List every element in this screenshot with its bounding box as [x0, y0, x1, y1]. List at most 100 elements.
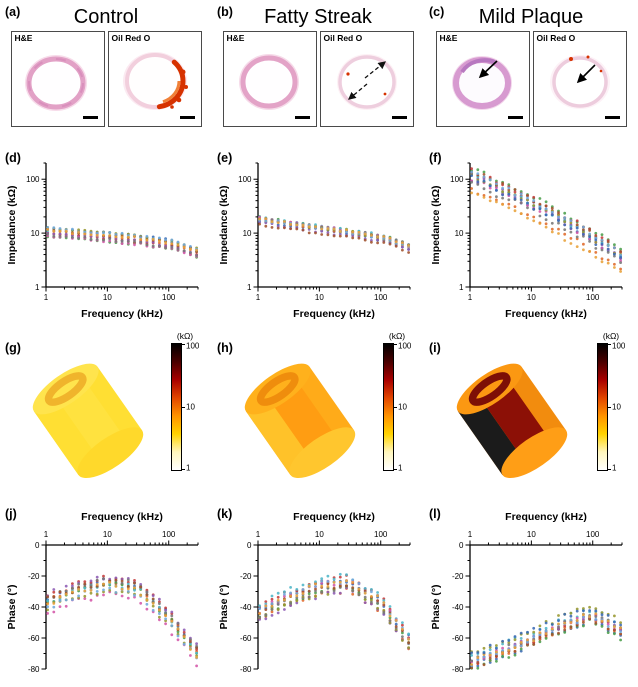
panel-i-tissue-map: (i) (kΩ) 100 10 1 — [424, 327, 638, 507]
colorbar: (kΩ) 100 10 1 — [168, 331, 202, 473]
panel-label-k: (k) — [217, 507, 233, 521]
panel-l-phase: (l) 1 10 100 0 -20 -40 -60 -80 Frequency (kHz) Ph… — [424, 507, 638, 685]
lipid-spot — [383, 92, 386, 96]
stain-label-oro: Oil Red O — [536, 33, 576, 43]
panel-j-phase: (j) 1 10 100 0 -20 -40 -60 -80 Frequency (kHz) Ph… — [0, 507, 212, 685]
panel-h-tissue-map: (h) (kΩ) 100 10 1 — [212, 327, 424, 507]
svg-text:-80: -80 — [452, 665, 464, 674]
svg-text:-60: -60 — [452, 634, 464, 643]
panel-label-i: (i) — [429, 341, 441, 355]
svg-text:-40: -40 — [28, 603, 40, 612]
svg-text:10: 10 — [243, 229, 252, 238]
panel-b-histology: (b) Fatty Streak H&E Oil Red O — [212, 5, 424, 151]
svg-text:100: 100 — [586, 530, 600, 539]
svg-text:10: 10 — [315, 293, 324, 302]
colorbar-tickmark — [394, 469, 397, 470]
colorbar-gradient — [597, 343, 608, 471]
phase-plot-control: 1 10 100 0 -20 -40 -60 -80 Frequency (kHz) Phase … — [4, 509, 206, 677]
impedance-map-3d-control — [32, 363, 144, 479]
artery-ring — [337, 55, 396, 109]
he-image-fatty-streak: H&E — [222, 31, 317, 127]
cylinder-segment — [457, 396, 524, 475]
panel-label-j: (j) — [5, 507, 17, 521]
svg-text:1: 1 — [35, 283, 40, 292]
panel-a-histology: (a) Control H&E Oil Red O — [0, 5, 212, 151]
svg-text:Frequency (kHz): Frequency (kHz) — [293, 308, 375, 320]
scale-bar — [294, 116, 310, 119]
panel-label-e: (e) — [217, 151, 233, 165]
svg-text:1: 1 — [459, 283, 464, 292]
panel-label-f: (f) — [429, 151, 442, 165]
phase-plot-fatty-streak: 1 10 100 0 -20 -40 -60 -80 Frequency (kHz) Phase … — [216, 509, 418, 677]
svg-text:100: 100 — [374, 530, 388, 539]
cylinder-lumen-ring — [44, 372, 87, 406]
colorbar: (kΩ) 100 10 1 — [594, 331, 628, 473]
svg-text:Impedance (kΩ): Impedance (kΩ) — [6, 185, 18, 264]
scale-bar — [507, 116, 523, 119]
lipid-spot — [180, 69, 185, 75]
lipid-spot — [183, 85, 188, 89]
colorbar-tickmark — [182, 407, 185, 408]
cylinder-segment — [245, 396, 312, 475]
colorbar-gradient — [171, 343, 182, 471]
panel-label-c: (c) — [429, 5, 445, 19]
dashed-arrow-icon — [347, 83, 367, 100]
impedance-plot-mild-plaque: 1 10 100 1 10 100 Frequency (kHz) Impedance (kΩ… — [428, 153, 630, 321]
he-mild-plaque-micrograph — [451, 56, 512, 110]
cylinder-segment — [33, 396, 100, 475]
lipid-stain-inner — [129, 57, 180, 105]
colorbar-tick-1: 1 — [612, 463, 617, 473]
oro-image-control: Oil Red O — [107, 31, 202, 127]
colorbar-tickmark — [394, 344, 397, 345]
stain-label-he: H&E — [439, 33, 458, 43]
histology-pair-fatty-streak: H&E Oil Red O — [212, 31, 424, 127]
oro-mild-plaque-micrograph — [549, 55, 610, 109]
he-fatty-streak-micrograph — [238, 54, 299, 110]
colorbar-tickmark — [182, 344, 185, 345]
svg-text:10: 10 — [455, 229, 464, 238]
svg-text:-80: -80 — [28, 665, 40, 674]
panel-label-h: (h) — [217, 341, 233, 355]
lipid-stain-arc — [124, 52, 185, 110]
svg-text:-20: -20 — [240, 572, 252, 581]
colorbar-tick-100: 100 — [612, 341, 626, 351]
oro-fatty-streak-micrograph — [336, 54, 397, 110]
stain-label-he: H&E — [226, 33, 245, 43]
lipid-spot — [599, 69, 602, 73]
colorbar-tick-1: 1 — [398, 463, 403, 473]
svg-text:100: 100 — [586, 293, 600, 302]
artery-ring — [551, 56, 608, 108]
cylinder-bottom-cap — [501, 427, 568, 479]
colorbar-tick-100: 100 — [398, 341, 412, 351]
panel-f-impedance: (f) 1 10 100 1 10 100 Frequency (kHz) Impedance… — [424, 151, 638, 327]
svg-text:Phase (°): Phase (°) — [430, 584, 442, 629]
he-control-micrograph — [24, 55, 87, 111]
impedance-map-3d-mild-plaque — [456, 363, 568, 479]
svg-text:Frequency (kHz): Frequency (kHz) — [81, 308, 163, 320]
colorbar: (kΩ) 100 10 1 — [380, 331, 414, 473]
svg-text:100: 100 — [162, 530, 176, 539]
colorbar-unit: (kΩ) — [176, 331, 194, 341]
panel-g-tissue-map: (g) (kΩ) 100 10 1 — [0, 327, 212, 507]
colorbar-tick-100: 100 — [186, 341, 200, 351]
svg-text:1: 1 — [44, 530, 49, 539]
cylinder-lumen-ring — [256, 372, 299, 406]
panel-label-a: (a) — [5, 5, 21, 19]
stain-label-oro: Oil Red O — [323, 33, 363, 43]
impedance-map-3d-fatty-streak — [244, 363, 356, 479]
dashed-arrow-icon — [364, 61, 386, 79]
svg-text:-40: -40 — [452, 603, 464, 612]
colorbar-unit: (kΩ) — [602, 331, 620, 341]
scale-bar — [179, 116, 195, 119]
svg-text:10: 10 — [315, 530, 324, 539]
oro-control-micrograph — [122, 52, 188, 110]
svg-text:0: 0 — [459, 541, 464, 550]
he-image-mild-plaque: H&E — [435, 31, 530, 127]
svg-text:-60: -60 — [28, 634, 40, 643]
svg-text:Phase (°): Phase (°) — [6, 584, 18, 629]
svg-text:Frequency (kHz): Frequency (kHz) — [81, 511, 163, 523]
colorbar-tick-1: 1 — [186, 463, 191, 473]
scale-bar — [82, 116, 98, 119]
impedance-plot-fatty-streak: 1 10 100 1 10 100 Frequency (kHz) Impedance (kΩ… — [216, 153, 418, 321]
